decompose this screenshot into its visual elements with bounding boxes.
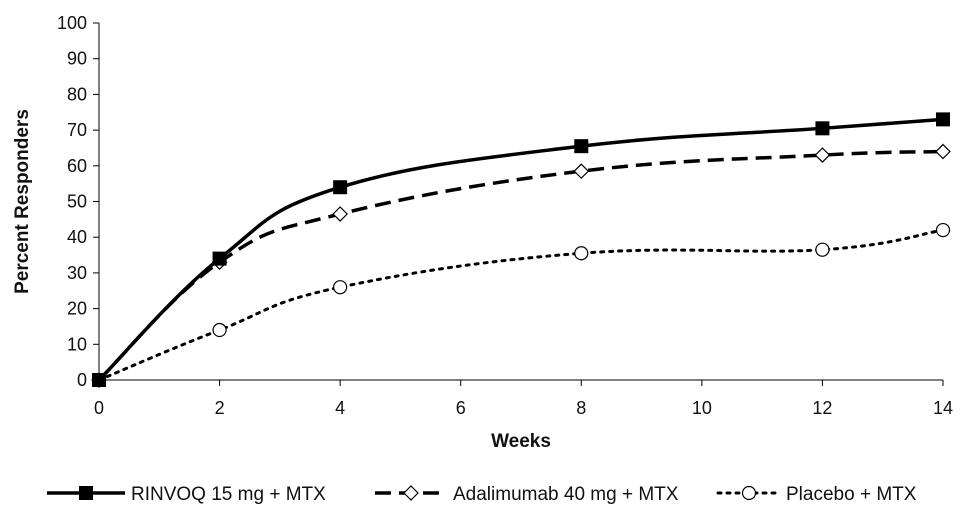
y-tick-label: 50	[67, 192, 87, 212]
data-point	[332, 206, 348, 222]
y-tick-label: 90	[67, 49, 87, 69]
legend-label: Adalimumab 40 mg + MTX	[453, 484, 679, 505]
legend-marker	[79, 486, 93, 500]
legend-item: Adalimumab 40 mg + MTX	[375, 484, 679, 505]
y-tick-label: 20	[67, 299, 87, 319]
data-point	[574, 139, 589, 154]
data-point	[815, 242, 830, 257]
series-rinvoq-15-mg-mtx	[92, 112, 950, 387]
legend-label: Placebo + MTX	[786, 484, 917, 505]
x-axis-title: Weeks	[491, 431, 551, 452]
x-tick-label: 14	[933, 398, 953, 418]
legend-item: RINVOQ 15 mg + MTX	[47, 484, 326, 505]
legend: RINVOQ 15 mg + MTX Adalimumab 40 mg + MTX…	[47, 484, 917, 505]
series-placebo-mtx	[91, 222, 951, 388]
axes: 0 10 20 30 40 50 60 70 80 90 100 0 2 4 6 8 10 12 14	[57, 13, 953, 418]
x-tick-label: 12	[812, 398, 832, 418]
y-tick-label: 60	[67, 156, 87, 176]
x-tick-label: 0	[94, 398, 104, 418]
x-tick-label: 2	[215, 398, 225, 418]
data-point	[333, 280, 348, 295]
x-tick-label: 6	[456, 398, 466, 418]
y-tick-label: 40	[67, 227, 87, 247]
series-layer	[91, 112, 951, 388]
y-tick-label: 0	[77, 370, 87, 390]
data-point	[573, 163, 590, 180]
data-point	[333, 180, 348, 195]
y-tick-label: 10	[67, 334, 87, 354]
legend-item: Placebo + MTX	[716, 484, 917, 505]
x-tick-label: 8	[576, 398, 586, 418]
data-point	[574, 246, 589, 261]
series-line	[97, 149, 944, 382]
data-point	[936, 112, 950, 127]
legend-label: RINVOQ 15 mg + MTX	[131, 484, 326, 505]
y-tick-label: 70	[67, 120, 87, 140]
y-tick-label: 80	[67, 84, 87, 104]
data-point	[212, 322, 227, 338]
x-tick-label: 4	[335, 398, 345, 418]
legend-marker	[741, 485, 757, 501]
data-point	[935, 143, 951, 160]
y-axis-title: Percent Responders	[12, 109, 33, 294]
series-adalimumab-40-mg-mtx	[91, 143, 951, 388]
y-tick-label: 30	[67, 263, 87, 283]
legend-marker	[403, 485, 419, 501]
x-tick-label: 10	[692, 398, 712, 418]
data-point	[815, 121, 830, 136]
data-point	[212, 251, 227, 266]
data-point	[935, 222, 951, 238]
data-point	[92, 373, 106, 387]
y-tick-label: 100	[57, 13, 87, 33]
data-point	[814, 147, 831, 163]
